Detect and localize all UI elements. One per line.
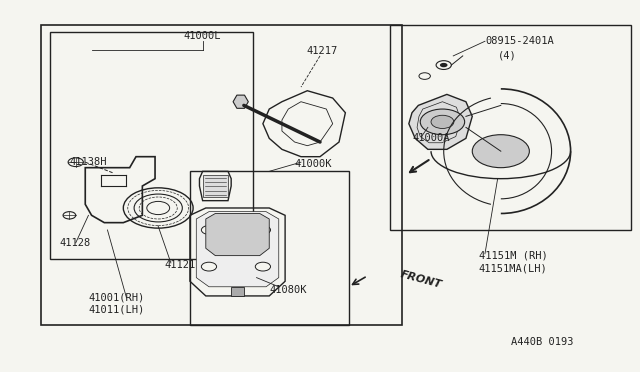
Polygon shape — [233, 95, 248, 108]
Text: 41217: 41217 — [307, 46, 337, 56]
Text: 41151MA(LH): 41151MA(LH) — [479, 263, 547, 273]
Text: 41000K: 41000K — [294, 159, 332, 169]
Bar — [190, 171, 349, 325]
Bar — [51, 32, 253, 259]
Polygon shape — [196, 212, 279, 287]
Bar — [41, 25, 403, 325]
Circle shape — [472, 135, 529, 168]
Text: 41000A: 41000A — [412, 134, 449, 143]
Circle shape — [440, 63, 447, 67]
Text: (4): (4) — [498, 51, 516, 61]
Circle shape — [255, 225, 271, 234]
Circle shape — [202, 262, 216, 271]
Polygon shape — [409, 94, 472, 149]
Text: 41080K: 41080K — [269, 285, 307, 295]
Text: 41011(LH): 41011(LH) — [88, 305, 145, 315]
Text: A440B 0193: A440B 0193 — [511, 337, 574, 347]
Text: 41121: 41121 — [164, 260, 196, 270]
Polygon shape — [203, 175, 228, 197]
Circle shape — [255, 262, 271, 271]
Bar — [390, 25, 631, 230]
Text: 41128: 41128 — [60, 238, 91, 248]
Text: 41001(RH): 41001(RH) — [88, 293, 145, 303]
Circle shape — [202, 225, 216, 234]
Circle shape — [420, 109, 465, 135]
Polygon shape — [231, 287, 244, 296]
Text: 41151M (RH): 41151M (RH) — [479, 251, 547, 261]
Text: 41000L: 41000L — [184, 31, 221, 41]
Text: 41138H: 41138H — [69, 157, 107, 167]
Polygon shape — [206, 214, 269, 256]
Text: FRONT: FRONT — [399, 269, 443, 290]
Text: 08915-2401A: 08915-2401A — [485, 36, 554, 46]
Circle shape — [431, 115, 454, 128]
